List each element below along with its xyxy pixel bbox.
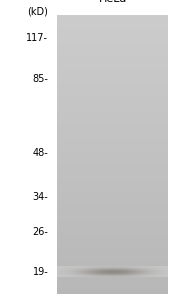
- Text: 48-: 48-: [33, 148, 48, 158]
- Text: HeLa: HeLa: [99, 0, 127, 4]
- Text: 26-: 26-: [33, 226, 48, 237]
- Text: 85-: 85-: [33, 74, 48, 84]
- Text: (kD): (kD): [28, 7, 48, 16]
- Text: 34-: 34-: [33, 192, 48, 202]
- Text: 19-: 19-: [33, 267, 48, 277]
- Text: 117-: 117-: [26, 33, 48, 43]
